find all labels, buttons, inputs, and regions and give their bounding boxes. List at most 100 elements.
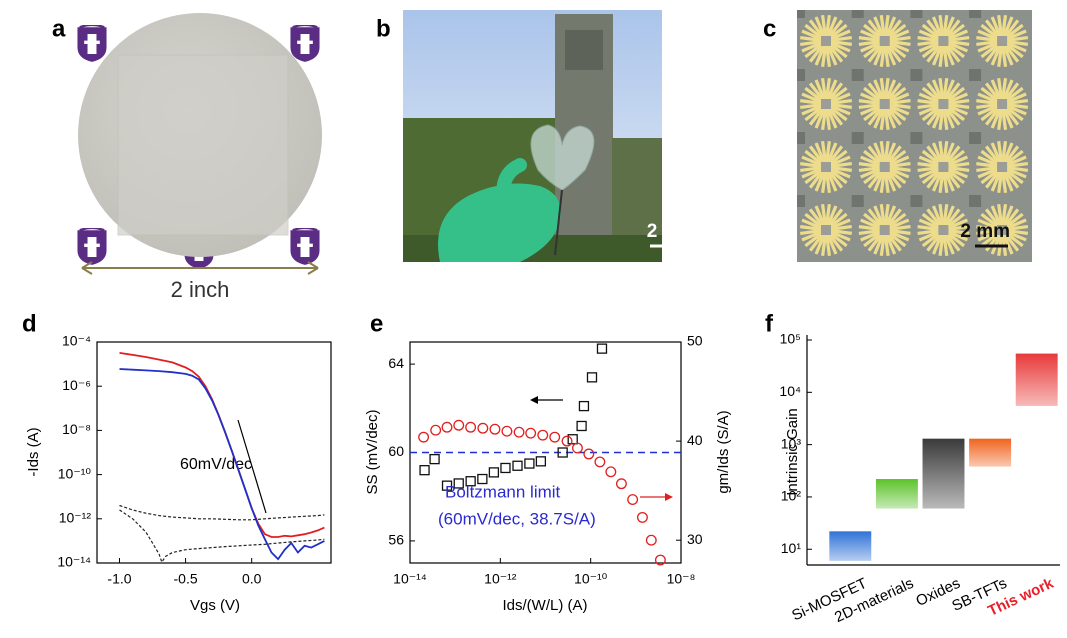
electrode bbox=[1005, 23, 1024, 40]
pad-square bbox=[851, 69, 864, 81]
marker bbox=[512, 460, 523, 471]
electrode bbox=[821, 171, 827, 193]
electrode bbox=[886, 145, 902, 165]
electrode bbox=[984, 145, 1001, 165]
electrode bbox=[997, 15, 1004, 37]
electrode bbox=[947, 29, 969, 41]
panel-label: f bbox=[765, 310, 774, 337]
electrode bbox=[926, 145, 942, 165]
electrode bbox=[804, 149, 824, 166]
pad-square bbox=[851, 195, 864, 207]
electrode bbox=[858, 166, 880, 173]
electrode bbox=[976, 162, 998, 168]
electrode bbox=[888, 41, 910, 53]
electrode bbox=[873, 108, 885, 129]
x-axis-title: Vgs (V) bbox=[190, 597, 240, 614]
marker bbox=[513, 426, 525, 438]
electrode bbox=[977, 167, 999, 179]
electrode bbox=[826, 142, 838, 163]
bar bbox=[922, 438, 965, 509]
y-tick-label: 10⁻¹⁰ bbox=[58, 465, 92, 481]
electrode bbox=[814, 234, 826, 255]
electrode bbox=[863, 149, 882, 166]
electrode bbox=[867, 208, 883, 228]
electrode bbox=[926, 169, 942, 189]
channel bbox=[997, 225, 1008, 235]
electrode bbox=[997, 45, 1004, 67]
electrode bbox=[808, 169, 825, 189]
electrode bbox=[828, 231, 848, 248]
marker bbox=[453, 478, 464, 489]
electrode bbox=[945, 19, 961, 39]
electrode bbox=[921, 42, 941, 59]
y2-tick-label: 50 bbox=[687, 333, 703, 349]
scale-label: 2 mm bbox=[960, 221, 1010, 242]
electrode bbox=[945, 208, 961, 228]
y-tick-label: 56 bbox=[388, 532, 404, 548]
electrode bbox=[997, 171, 1004, 193]
channel bbox=[821, 36, 831, 46]
electrode bbox=[820, 204, 827, 226]
electrode bbox=[827, 82, 844, 102]
electrode bbox=[948, 103, 970, 109]
electrode bbox=[943, 16, 955, 37]
panel-label: a bbox=[52, 15, 66, 42]
electrode bbox=[926, 19, 942, 39]
electrode bbox=[1006, 35, 1029, 42]
electrode bbox=[830, 166, 852, 172]
electrode bbox=[926, 43, 942, 63]
electrode bbox=[1002, 45, 1014, 66]
electrode bbox=[885, 45, 897, 66]
electrode bbox=[938, 204, 945, 226]
electrode bbox=[947, 155, 969, 167]
electrode bbox=[1001, 15, 1008, 37]
electrode bbox=[1001, 204, 1008, 226]
plot-frame bbox=[96, 341, 332, 564]
electrode bbox=[931, 234, 943, 255]
electrode bbox=[863, 42, 882, 59]
electrode bbox=[947, 92, 969, 104]
pad-pattern bbox=[797, 10, 1029, 256]
electrode bbox=[943, 79, 955, 100]
marker bbox=[576, 420, 587, 432]
x-tick-label: 10⁻¹⁴ bbox=[393, 571, 427, 587]
electrode bbox=[977, 218, 999, 230]
marker bbox=[465, 421, 477, 433]
electrode bbox=[977, 92, 999, 104]
electrode bbox=[984, 82, 1001, 102]
electrode bbox=[800, 166, 822, 173]
electrode bbox=[918, 218, 940, 230]
marker bbox=[615, 478, 627, 490]
marker bbox=[572, 442, 583, 454]
marker bbox=[477, 473, 488, 485]
electrode bbox=[801, 167, 822, 179]
electrode bbox=[867, 169, 883, 189]
electrode bbox=[889, 161, 911, 168]
electrode bbox=[825, 45, 832, 67]
electrode bbox=[867, 145, 883, 165]
electrode bbox=[830, 92, 851, 104]
electrode bbox=[873, 205, 885, 226]
electrode bbox=[814, 142, 826, 163]
electrode bbox=[883, 141, 890, 163]
electrode bbox=[825, 15, 831, 37]
electrode bbox=[826, 79, 838, 100]
marker bbox=[578, 400, 590, 412]
electrode bbox=[808, 232, 825, 252]
electrode bbox=[889, 103, 911, 109]
electrode bbox=[947, 167, 969, 179]
marker bbox=[488, 467, 500, 478]
electrode bbox=[1005, 149, 1024, 166]
pad-square bbox=[969, 195, 982, 207]
electrode bbox=[826, 205, 838, 226]
marker bbox=[535, 456, 547, 467]
electrode bbox=[860, 155, 881, 167]
electrode bbox=[873, 45, 885, 66]
channel bbox=[938, 225, 949, 235]
electrode bbox=[931, 205, 943, 226]
electrode bbox=[887, 231, 907, 248]
pad-square bbox=[910, 195, 923, 207]
electrode bbox=[976, 99, 998, 105]
y2-axis-title: gm/Ids (S/A) bbox=[715, 410, 732, 493]
